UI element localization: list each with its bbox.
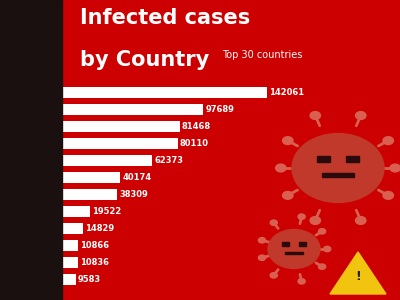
Text: !: ! [355, 271, 361, 284]
FancyBboxPatch shape [40, 173, 49, 182]
Bar [62, 155, 152, 166]
Text: Switzerland: Switzerland [0, 224, 59, 233]
Bar [62, 224, 84, 234]
Text: 14829: 14829 [86, 224, 115, 233]
Text: by Country: by Country [80, 50, 209, 70]
Text: 97689: 97689 [205, 105, 234, 114]
Text: 10836: 10836 [80, 258, 109, 267]
Text: 142061: 142061 [270, 88, 304, 97]
Text: Netherlands: Netherlands [0, 241, 59, 250]
Text: Top 30 countries: Top 30 countries [222, 50, 302, 59]
Bar [62, 189, 117, 200]
FancyBboxPatch shape [40, 275, 49, 284]
Text: France: France [25, 173, 59, 182]
Text: 10866: 10866 [80, 241, 109, 250]
Text: 38309: 38309 [120, 190, 148, 199]
Text: China: China [30, 122, 59, 131]
Bar [62, 274, 76, 285]
Bar [62, 257, 78, 268]
Text: United Kingdom: United Kingdom [0, 207, 59, 216]
Text: United States: United States [0, 88, 59, 97]
Bar [62, 206, 90, 217]
FancyBboxPatch shape [40, 190, 49, 199]
Text: Italy: Italy [36, 105, 59, 114]
FancyBboxPatch shape [40, 258, 49, 267]
Text: South Korea: South Korea [0, 275, 59, 284]
Text: 19522: 19522 [92, 207, 122, 216]
Text: 80110: 80110 [180, 139, 209, 148]
FancyBboxPatch shape [40, 224, 49, 233]
FancyBboxPatch shape [40, 207, 49, 216]
FancyBboxPatch shape [40, 156, 49, 165]
Text: Infected cases: Infected cases [80, 8, 250, 28]
Bar [62, 138, 178, 148]
Text: 81468: 81468 [182, 122, 211, 131]
Bar [62, 240, 78, 250]
Bar [62, 104, 203, 115]
Bar [62, 122, 180, 132]
Bar [62, 172, 120, 183]
FancyBboxPatch shape [40, 241, 49, 250]
Text: 40174: 40174 [122, 173, 151, 182]
FancyBboxPatch shape [40, 122, 49, 131]
FancyBboxPatch shape [40, 105, 49, 114]
Text: Spain: Spain [30, 139, 59, 148]
Text: Belgium: Belgium [18, 258, 59, 267]
FancyBboxPatch shape [40, 88, 49, 97]
FancyBboxPatch shape [40, 139, 49, 148]
Text: 62373: 62373 [154, 156, 183, 165]
Text: Iran: Iran [38, 190, 59, 199]
Text: 9583: 9583 [78, 275, 101, 284]
Bar [62, 87, 267, 98]
Text: Germany: Germany [13, 156, 59, 165]
